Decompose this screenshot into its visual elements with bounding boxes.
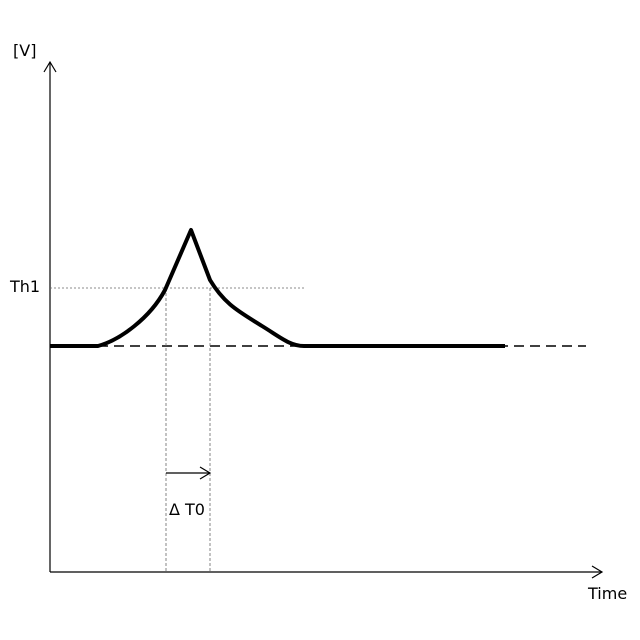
x-axis-label: Time — [587, 584, 627, 603]
y-axis-label: [V] — [13, 41, 36, 60]
interval-label: Δ T0 — [169, 500, 205, 519]
threshold-label: Th1 — [9, 277, 40, 296]
diagram: [V] Time Th1 Δ T0 — [0, 0, 640, 640]
